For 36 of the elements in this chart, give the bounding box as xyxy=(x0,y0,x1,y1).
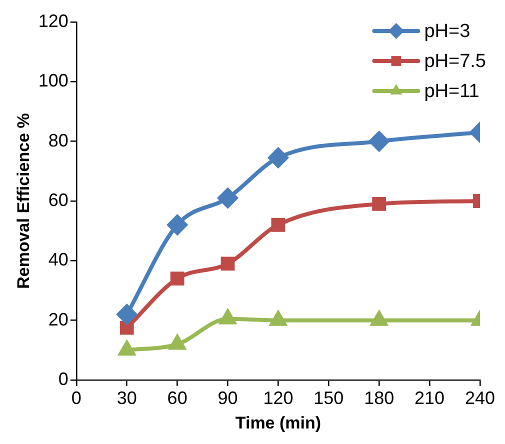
legend-label: pH=7.5 xyxy=(424,51,486,72)
y-tick-label: 0 xyxy=(58,368,68,389)
point xyxy=(120,320,134,335)
x-tick-label: 0 xyxy=(71,388,82,408)
x-tick-label: 240 xyxy=(464,388,496,408)
x-tick-label: 90 xyxy=(218,388,238,408)
legend-label: pH=3 xyxy=(424,21,470,42)
y-axis-title: Removal Efficience % xyxy=(14,113,33,289)
point xyxy=(270,311,286,326)
x-tick-label: 210 xyxy=(414,388,445,408)
y-tick-label: 40 xyxy=(48,250,68,270)
x-tick-label: 120 xyxy=(263,388,294,408)
point xyxy=(220,256,235,271)
point xyxy=(170,272,184,286)
point xyxy=(372,197,386,211)
y-tick-label: 20 xyxy=(48,309,68,330)
y-tick-label: 80 xyxy=(48,130,68,150)
x-tick-label: 150 xyxy=(314,388,344,408)
y-tick-label: 120 xyxy=(38,10,68,31)
y-tick-label: 60 xyxy=(48,190,68,210)
point xyxy=(167,214,188,235)
point xyxy=(116,304,137,324)
x-axis-title: Time (min) xyxy=(235,413,322,432)
x-tick-label: 180 xyxy=(364,388,394,408)
point xyxy=(169,335,186,350)
point xyxy=(371,311,388,326)
point xyxy=(218,188,238,208)
x-tick-label: 30 xyxy=(116,388,137,408)
point xyxy=(271,218,286,232)
point xyxy=(369,131,390,152)
point xyxy=(220,310,236,324)
point xyxy=(118,341,135,356)
x-tick-label: 60 xyxy=(167,388,188,408)
y-tick-label: 100 xyxy=(38,70,68,91)
legend-label: pH=11 xyxy=(424,81,480,102)
point xyxy=(268,148,288,168)
